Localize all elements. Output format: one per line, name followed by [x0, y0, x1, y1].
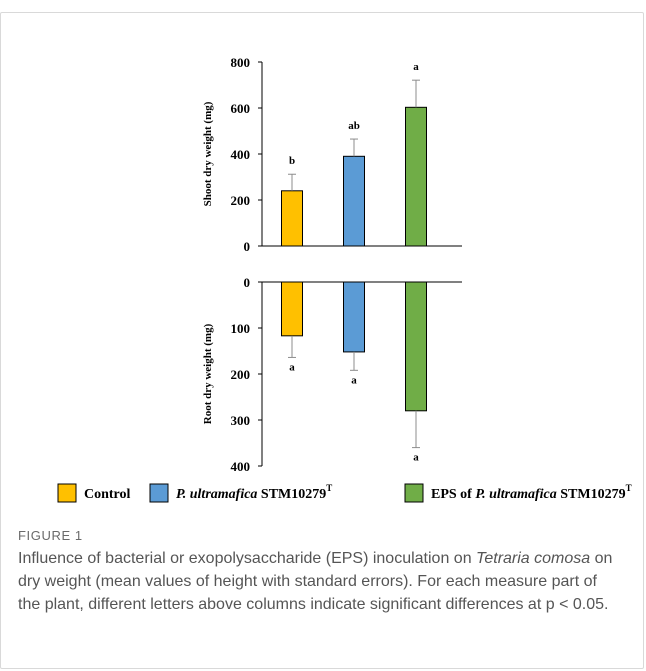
significance-letter: a [289, 361, 295, 373]
y-tick-label: 400 [231, 147, 251, 162]
figure-label: FIGURE 1 [18, 528, 83, 543]
significance-letter: ab [348, 120, 360, 132]
caption-pre: Influence of bacterial or exopolysacchar… [18, 550, 477, 567]
legend-swatch-2 [404, 483, 424, 503]
significance-letter: b [289, 155, 295, 167]
legend-label-0: Control [84, 487, 131, 502]
bar-shoot-1 [343, 155, 365, 247]
y-tick-label: 800 [231, 55, 251, 70]
bar-shoot-0 [281, 190, 303, 247]
bar-root-1 [343, 281, 365, 353]
y-tick-label: 600 [231, 101, 251, 116]
bar-root-0 [281, 281, 303, 337]
caption-species: Tetraria comosa [476, 550, 591, 567]
y-tick-label: 0 [244, 275, 251, 290]
y-tick-label: 200 [231, 367, 251, 382]
legend-label-1: P. ultramafica STM10279T [176, 483, 332, 502]
y-tick-label: 0 [244, 239, 251, 254]
y-tick-label: 100 [231, 321, 251, 336]
y-axis-label-0: Shoot dry weight (mg) [202, 101, 214, 206]
bar-shoot-2 [405, 106, 427, 247]
significance-letter: a [413, 61, 419, 73]
significance-letter: a [413, 452, 419, 464]
bar-root-2 [405, 281, 427, 412]
legend-label-2: EPS of P. ultramafica STM10279T [431, 483, 632, 502]
y-tick-label: 300 [231, 413, 251, 428]
bar-chart: 0 200 400 600 800 Shoot dry weight (mg) b ab a 0 1… [57, 55, 632, 503]
legend-swatch-0 [57, 483, 77, 503]
y-axis-label-1: Root dry weight (mg) [202, 323, 214, 424]
caption-text: Influence of bacterial or exopolysacchar… [18, 550, 612, 613]
caption-post: on dry weight (mean values of height wit… [18, 550, 613, 613]
figure-frame [0, 12, 644, 669]
legend-swatch-1 [149, 483, 169, 503]
y-tick-label: 400 [231, 459, 251, 474]
figure-caption: FIGURE 1 Influence of bacterial or exopo… [18, 528, 623, 616]
significance-letter: a [351, 374, 357, 386]
y-tick-label: 200 [231, 193, 251, 208]
